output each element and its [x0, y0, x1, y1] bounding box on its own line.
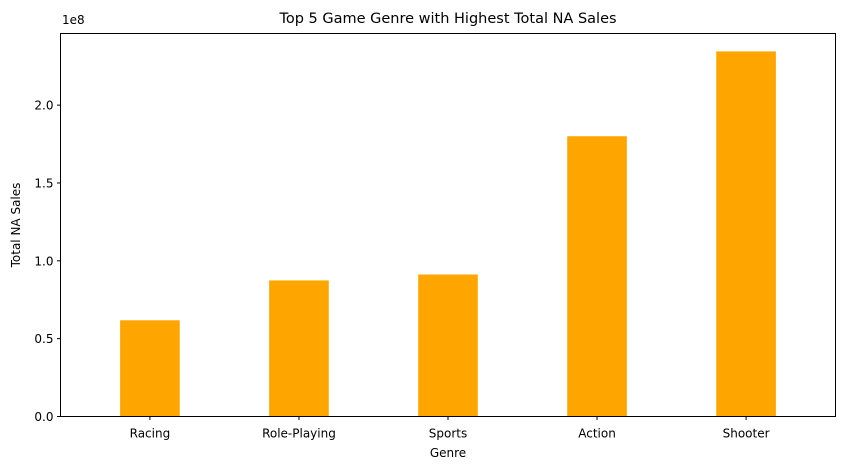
x-tick-label: Shooter [723, 427, 770, 441]
y-axis-label: Total NA Sales [9, 183, 23, 269]
x-tick-label: Sports [429, 427, 467, 441]
x-axis-ticks: Racing Role-Playing Sports Action Shooter [130, 416, 770, 441]
x-tick-label: Racing [130, 427, 171, 441]
y-axis-offset-label: 1e8 [62, 13, 85, 27]
bar-role-playing [269, 280, 329, 417]
y-tick-label: 2.0 [34, 99, 53, 113]
y-tick-label: 1.0 [34, 254, 53, 268]
x-tick-label: Action [578, 427, 616, 441]
plot-frame [60, 33, 836, 417]
bar-sports [418, 274, 478, 417]
bar-racing [120, 320, 180, 417]
y-axis-ticks: 0.0 0.5 1.0 1.5 2.0 [34, 99, 61, 424]
y-tick-label: 1.5 [34, 176, 53, 190]
x-axis-label: Genre [430, 446, 466, 460]
bar-action [567, 136, 627, 417]
bar-shooter [716, 51, 776, 417]
bar-series [120, 51, 776, 417]
y-tick-label: 0.5 [34, 332, 53, 346]
chart-title: Top 5 Game Genre with Highest Total NA S… [278, 11, 616, 27]
y-tick-label: 0.0 [34, 410, 53, 424]
x-tick-label: Role-Playing [262, 427, 336, 441]
